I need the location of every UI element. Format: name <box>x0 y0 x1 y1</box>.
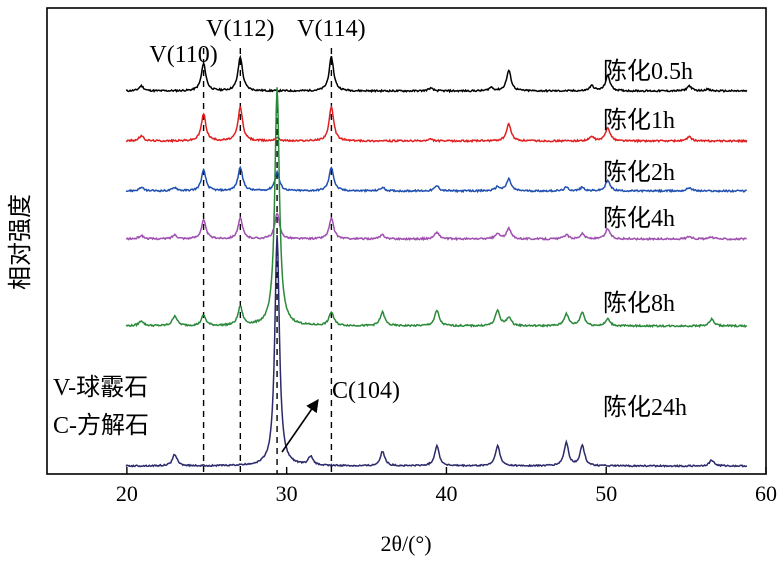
series-label: 陈化24h <box>603 394 687 421</box>
reference-line-label: V(112) <box>206 16 274 42</box>
reference-lines: V(110)V(112) V(114) <box>149 16 366 474</box>
series-line <box>125 165 747 194</box>
series-line <box>125 234 748 468</box>
series-line <box>125 104 748 144</box>
phase-legend-calcite: C-方解石 <box>53 412 149 439</box>
x-tick-label: 40 <box>435 481 457 506</box>
series-label: 陈化0.5h <box>603 58 693 85</box>
series-label: 陈化8h <box>603 290 675 317</box>
series-line <box>125 54 748 94</box>
series-line <box>125 87 748 328</box>
plot-frame <box>46 7 767 475</box>
series-label: 陈化2h <box>603 159 675 186</box>
c104-arrow <box>281 398 319 453</box>
series-line <box>125 212 748 242</box>
y-axis-label: 相对强度 <box>7 194 34 290</box>
series-group <box>125 54 748 468</box>
x-tick-label: 20 <box>116 481 138 506</box>
series-labels: 陈化0.5h 陈化1h 陈化2h 陈化4h 陈化8h 陈化24h <box>603 58 693 421</box>
reference-line-label: V(114) <box>297 16 365 42</box>
c104-annotation: C(104) <box>332 378 400 404</box>
reference-line-label: V(110) <box>149 42 217 68</box>
x-tick-label: 60 <box>755 481 777 506</box>
x-tick-label: 50 <box>595 481 617 506</box>
x-axis-label: 2θ/(°) <box>380 531 431 556</box>
series-label: 陈化1h <box>603 107 675 134</box>
x-tick-label: 30 <box>276 481 298 506</box>
phase-legend-vaterite: V-球霰石 <box>53 374 148 401</box>
x-axis-ticks: 20 30 40 50 60 <box>116 467 777 506</box>
series-label: 陈化4h <box>603 205 675 232</box>
